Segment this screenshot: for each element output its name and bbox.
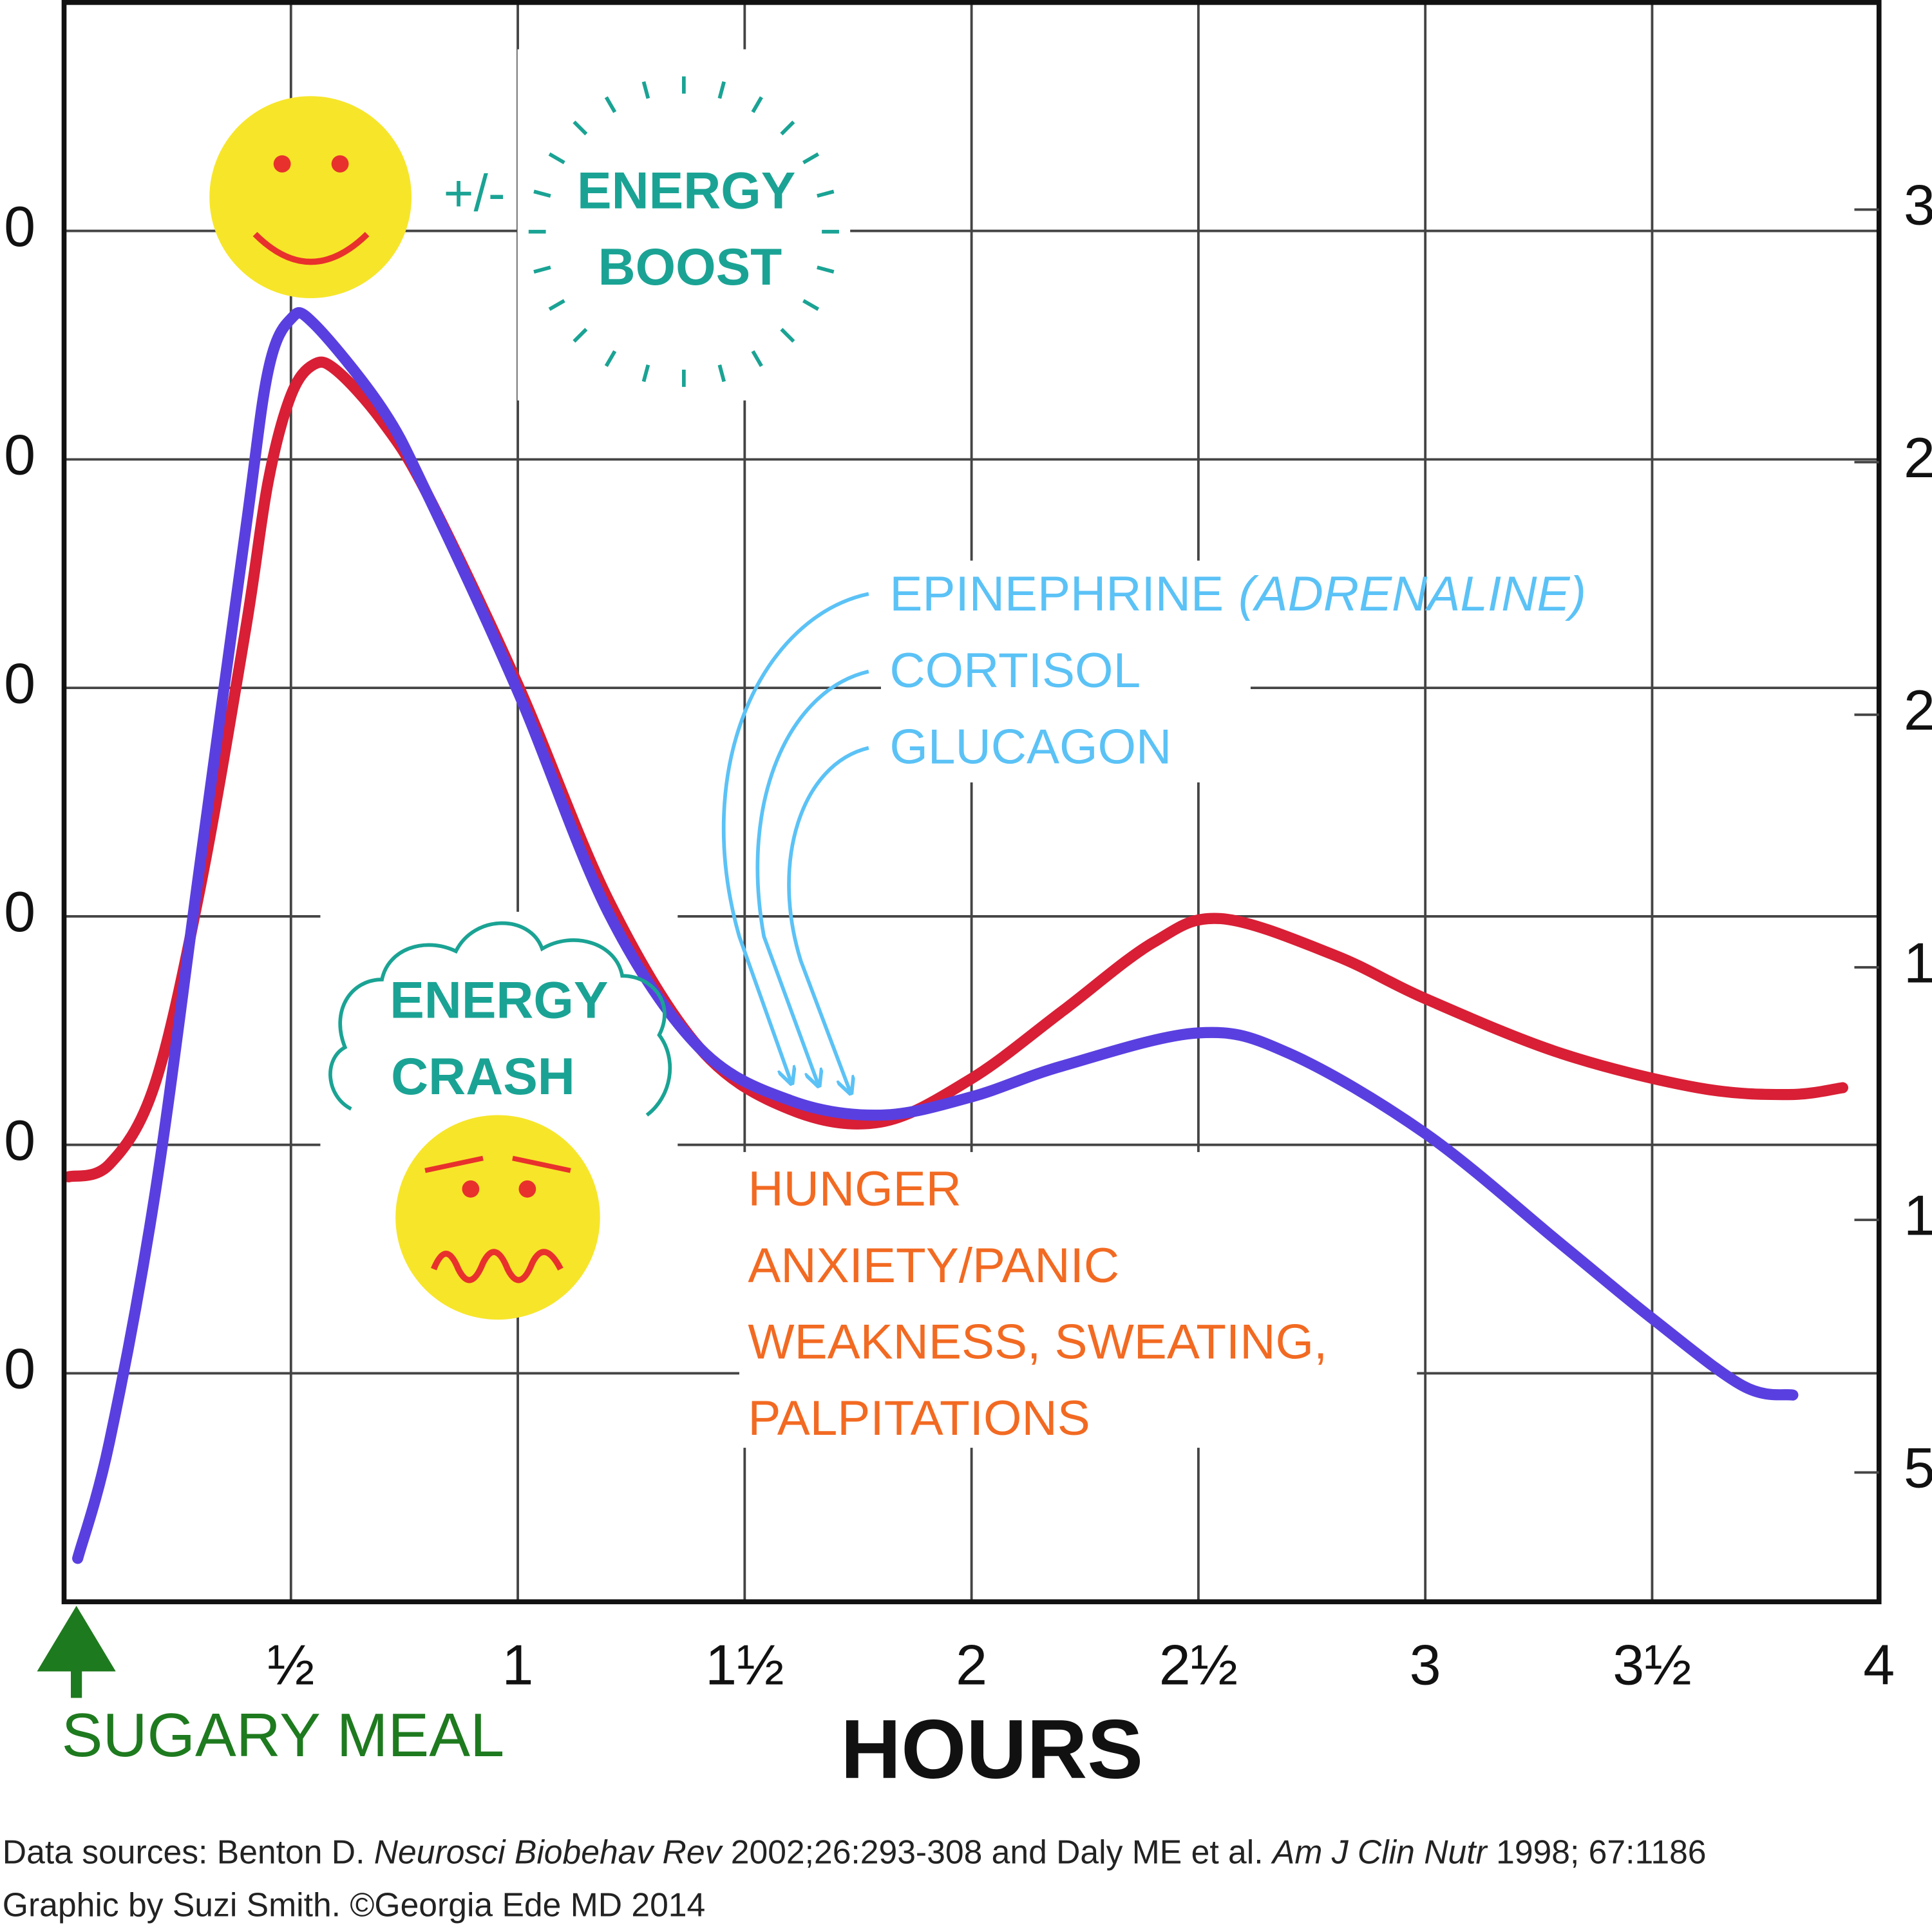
y2-tick-label: 5 (1904, 1436, 1932, 1500)
face-smile (252, 232, 370, 265)
label-background (517, 49, 851, 401)
y-tick-label: 0 (4, 423, 35, 487)
happy-face (209, 96, 412, 299)
annotation-part: (ADRENALINE) (1238, 567, 1586, 621)
y-tick-label: 0 (4, 880, 35, 943)
annotation: CORTISOL (889, 643, 1141, 698)
sunburst-ray (533, 265, 551, 274)
sunburst-ray (817, 189, 835, 198)
y2-tick-label: 2 (1904, 678, 1932, 742)
footer-part: 2002;26:293-308 and Daly ME et al. (721, 1833, 1272, 1870)
lines (62, 307, 1848, 1564)
arrow (787, 746, 869, 1092)
sunburst-ray (717, 81, 726, 99)
sunburst-ray (641, 81, 650, 99)
annotation: +/- (444, 164, 506, 222)
annotation: CRASH (391, 1048, 575, 1106)
arrow (721, 592, 869, 1082)
sunburst-ray (573, 328, 588, 343)
footer-part: 1998; 67:1186 (1487, 1833, 1707, 1870)
sunburst-ray (751, 350, 763, 367)
footer-part: Am J Clin Nutr (1271, 1833, 1488, 1870)
face-eye (273, 155, 291, 173)
annotation: WEAKNESS, SWEATING, (748, 1315, 1327, 1370)
sunburst (528, 76, 839, 387)
face-eye (331, 155, 349, 173)
y-tick-label: 0 (4, 194, 35, 258)
sunburst-ray (751, 96, 763, 113)
sunburst-ray (573, 120, 588, 136)
sunburst-ray (802, 152, 820, 165)
x-tick-label: 1½ (705, 1633, 784, 1697)
x-tick-label: 2½ (1159, 1633, 1238, 1697)
label-background (880, 560, 1251, 782)
footer: Graphic by Suzi Smith. ©Georgia Ede MD 2… (3, 1886, 705, 1923)
annotation: ENERGY (577, 162, 795, 220)
annotation: EPINEPHRINE (ADRENALINE) (889, 567, 1586, 621)
footer-part: Data sources: Benton D. (3, 1833, 374, 1870)
face-mouth (431, 1249, 564, 1283)
face-eye (462, 1180, 480, 1198)
annotation: ANXIETY/PANIC (748, 1238, 1119, 1293)
plot-frame (61, 0, 1882, 1605)
annotation: BOOST (598, 238, 782, 296)
label-background (739, 1151, 1417, 1448)
worried-face (395, 1115, 600, 1320)
x-tick-label: 3 (1410, 1633, 1441, 1697)
sunburst-ray (604, 350, 617, 367)
sunburst-ray (780, 120, 795, 136)
sunburst-ray (548, 299, 565, 311)
sunburst-ray (802, 299, 820, 311)
arrow (755, 669, 869, 1084)
sunburst-ray (548, 152, 565, 165)
x-tick-label: 1 (502, 1633, 534, 1697)
face-brow (424, 1155, 571, 1173)
meal-arrow (37, 1605, 116, 1698)
label-backgrounds (320, 49, 1417, 1448)
footer-part: Neurosci Biobehav Rev (374, 1833, 724, 1870)
y2-tick-label: 1 (1904, 931, 1932, 994)
x-tick-label: 2 (956, 1633, 987, 1697)
sunburst-ray (641, 364, 650, 383)
annotation-part: EPINEPHRINE (889, 567, 1224, 621)
y2-tick-label: 1 (1904, 1183, 1932, 1247)
x-tick-label: 4 (1863, 1633, 1895, 1697)
sunburst-ray (533, 189, 551, 198)
sunburst-ray (817, 265, 835, 274)
face-eye (518, 1180, 536, 1198)
x-axis-label: HOURS (840, 1702, 1143, 1796)
annotation: ENERGY (390, 972, 608, 1030)
y2-tick-label: 3 (1904, 173, 1932, 237)
y2-tick-label: 2 (1904, 426, 1932, 489)
annotation: HUNGER (748, 1162, 961, 1217)
footer: Data sources: Benton D. Neurosci Biobeha… (3, 1833, 1707, 1870)
y-tick-label: 0 (4, 1108, 35, 1172)
sunburst-ray (717, 364, 726, 383)
meal-label: SUGARY MEAL (62, 1701, 505, 1770)
y-tick-label: 0 (4, 1337, 35, 1401)
annotation: GLUCAGON (889, 719, 1171, 774)
x-tick-label: 3½ (1613, 1633, 1691, 1697)
sunburst-ray (780, 328, 795, 343)
annotation: PALPITATIONS (748, 1391, 1090, 1446)
cloud-outline (328, 921, 672, 1117)
sunburst-ray (604, 96, 617, 113)
x-tick-label: ½ (267, 1633, 314, 1697)
y-tick-label: 0 (4, 651, 35, 715)
data-line (72, 307, 1799, 1564)
